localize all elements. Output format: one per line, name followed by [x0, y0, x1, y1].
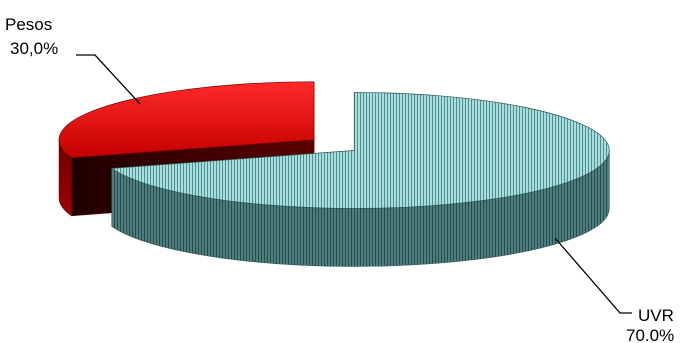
data-label-uvr-name: UVR [638, 306, 674, 325]
leader-line-uvr [554, 237, 632, 314]
data-label-pesos-pct: 30,0% [10, 39, 58, 58]
data-label-uvr-pct: 70.0% [626, 326, 674, 343]
pie-slice-uvr [110, 92, 610, 267]
slice-top-uvr [110, 92, 610, 209]
slice-top-pesos [58, 81, 315, 159]
data-label-pesos-name: Pesos [5, 15, 52, 34]
leader-line-pesos [76, 54, 141, 105]
